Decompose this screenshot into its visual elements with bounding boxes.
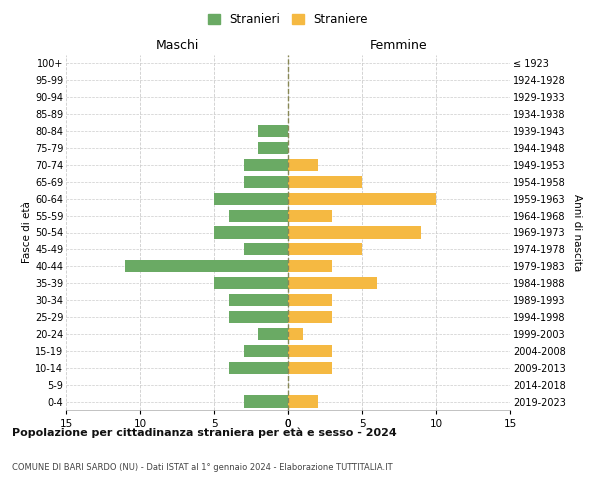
Bar	[259, 142, 288, 154]
Bar	[229, 311, 288, 323]
Bar	[259, 125, 288, 137]
Bar	[229, 210, 288, 222]
Bar	[244, 159, 288, 171]
Bar	[288, 244, 362, 256]
Bar	[214, 277, 288, 289]
Bar	[288, 362, 332, 374]
Bar	[288, 159, 317, 171]
Bar	[229, 362, 288, 374]
Bar	[214, 226, 288, 238]
Y-axis label: Anni di nascita: Anni di nascita	[572, 194, 583, 271]
Bar	[288, 294, 332, 306]
Title: Maschi: Maschi	[155, 40, 199, 52]
Bar	[288, 328, 303, 340]
Legend: Stranieri, Straniere: Stranieri, Straniere	[203, 8, 373, 31]
Bar	[214, 192, 288, 205]
Bar	[244, 176, 288, 188]
Bar	[244, 344, 288, 357]
Bar	[259, 328, 288, 340]
Title: Femmine: Femmine	[370, 40, 428, 52]
Bar	[125, 260, 288, 272]
Bar	[288, 226, 421, 238]
Bar	[288, 311, 332, 323]
Bar	[288, 192, 436, 205]
Bar	[244, 244, 288, 256]
Bar	[288, 396, 317, 407]
Bar	[288, 344, 332, 357]
Text: Popolazione per cittadinanza straniera per età e sesso - 2024: Popolazione per cittadinanza straniera p…	[12, 428, 397, 438]
Bar	[229, 294, 288, 306]
Text: COMUNE DI BARI SARDO (NU) - Dati ISTAT al 1° gennaio 2024 - Elaborazione TUTTITA: COMUNE DI BARI SARDO (NU) - Dati ISTAT a…	[12, 462, 392, 471]
Y-axis label: Fasce di età: Fasce di età	[22, 202, 32, 264]
Bar	[288, 260, 332, 272]
Bar	[244, 396, 288, 407]
Bar	[288, 176, 362, 188]
Bar	[288, 277, 377, 289]
Bar	[288, 210, 332, 222]
